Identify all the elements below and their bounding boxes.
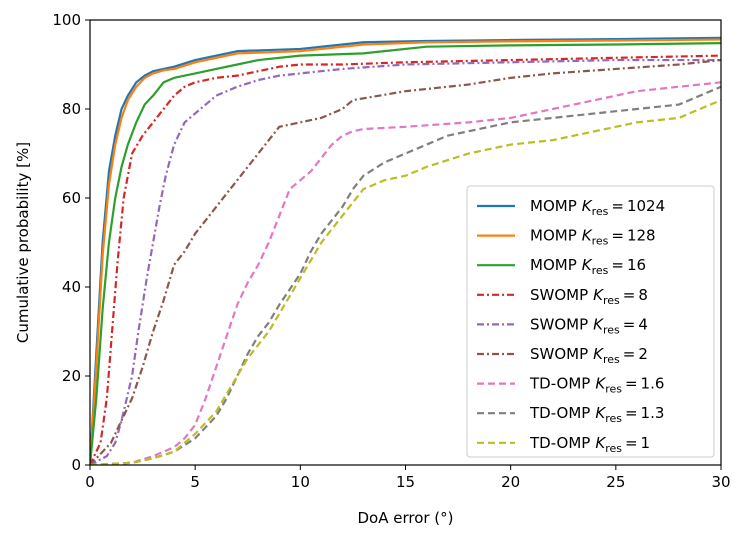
legend-entry: SWOMP Kres = 2 — [530, 345, 648, 366]
series-line-swomp-k4 — [90, 58, 721, 465]
x-tick-label: 0 — [85, 473, 95, 491]
x-tick-label: 15 — [396, 473, 415, 491]
y-tick-label: 20 — [62, 367, 81, 385]
legend-entry: TD-OMP Kres = 1 — [529, 434, 650, 455]
y-tick-label: 0 — [71, 456, 81, 474]
legend: MOMP Kres = 1024 MOMP Kres = 128 MOMP Kres = 16 SWOM… — [466, 185, 715, 458]
legend-entry: SWOMP Kres = 8 — [530, 286, 648, 307]
x-tick-label: 5 — [190, 473, 200, 491]
series-lines — [90, 36, 721, 465]
series-line-td-omp-k1_6 — [90, 81, 721, 465]
y-axis-label: Cumulative probability [%] — [14, 142, 32, 343]
y-tick-label: 40 — [62, 278, 81, 296]
legend-entry: SWOMP Kres = 4 — [530, 315, 648, 336]
x-tick-label: 30 — [711, 473, 730, 491]
y-tick-label: 100 — [52, 11, 81, 29]
y-axis: 0 20 40 60 80 100 — [52, 11, 90, 474]
series-line-momp-k16 — [90, 42, 721, 465]
legend-entry: TD-OMP Kres = 1.6 — [529, 375, 664, 396]
x-axis: 0 5 10 15 20 25 30 — [85, 465, 731, 491]
series-line-momp-k1024 — [90, 36, 721, 465]
series-line-td-omp-k1_3 — [90, 85, 721, 465]
legend-entry: MOMP Kres = 16 — [530, 256, 646, 277]
x-tick-label: 25 — [606, 473, 625, 491]
y-tick-label: 60 — [62, 189, 81, 207]
series-line-td-omp-k1 — [90, 99, 721, 465]
legend-entry: TD-OMP Kres = 1.3 — [529, 404, 664, 425]
series-line-momp-k128 — [90, 38, 721, 465]
series-line-swomp-k2 — [90, 58, 721, 465]
x-tick-label: 20 — [501, 473, 520, 491]
legend-box — [466, 185, 715, 458]
series-group — [90, 36, 721, 465]
legend-entry: MOMP Kres = 1024 — [530, 197, 665, 218]
x-axis-label: DoA error (°) — [357, 509, 453, 527]
y-tick-label: 80 — [62, 100, 81, 118]
x-tick-label: 10 — [291, 473, 310, 491]
legend-entry: MOMP Kres = 128 — [530, 227, 656, 248]
series-line-swomp-k8 — [90, 54, 721, 465]
